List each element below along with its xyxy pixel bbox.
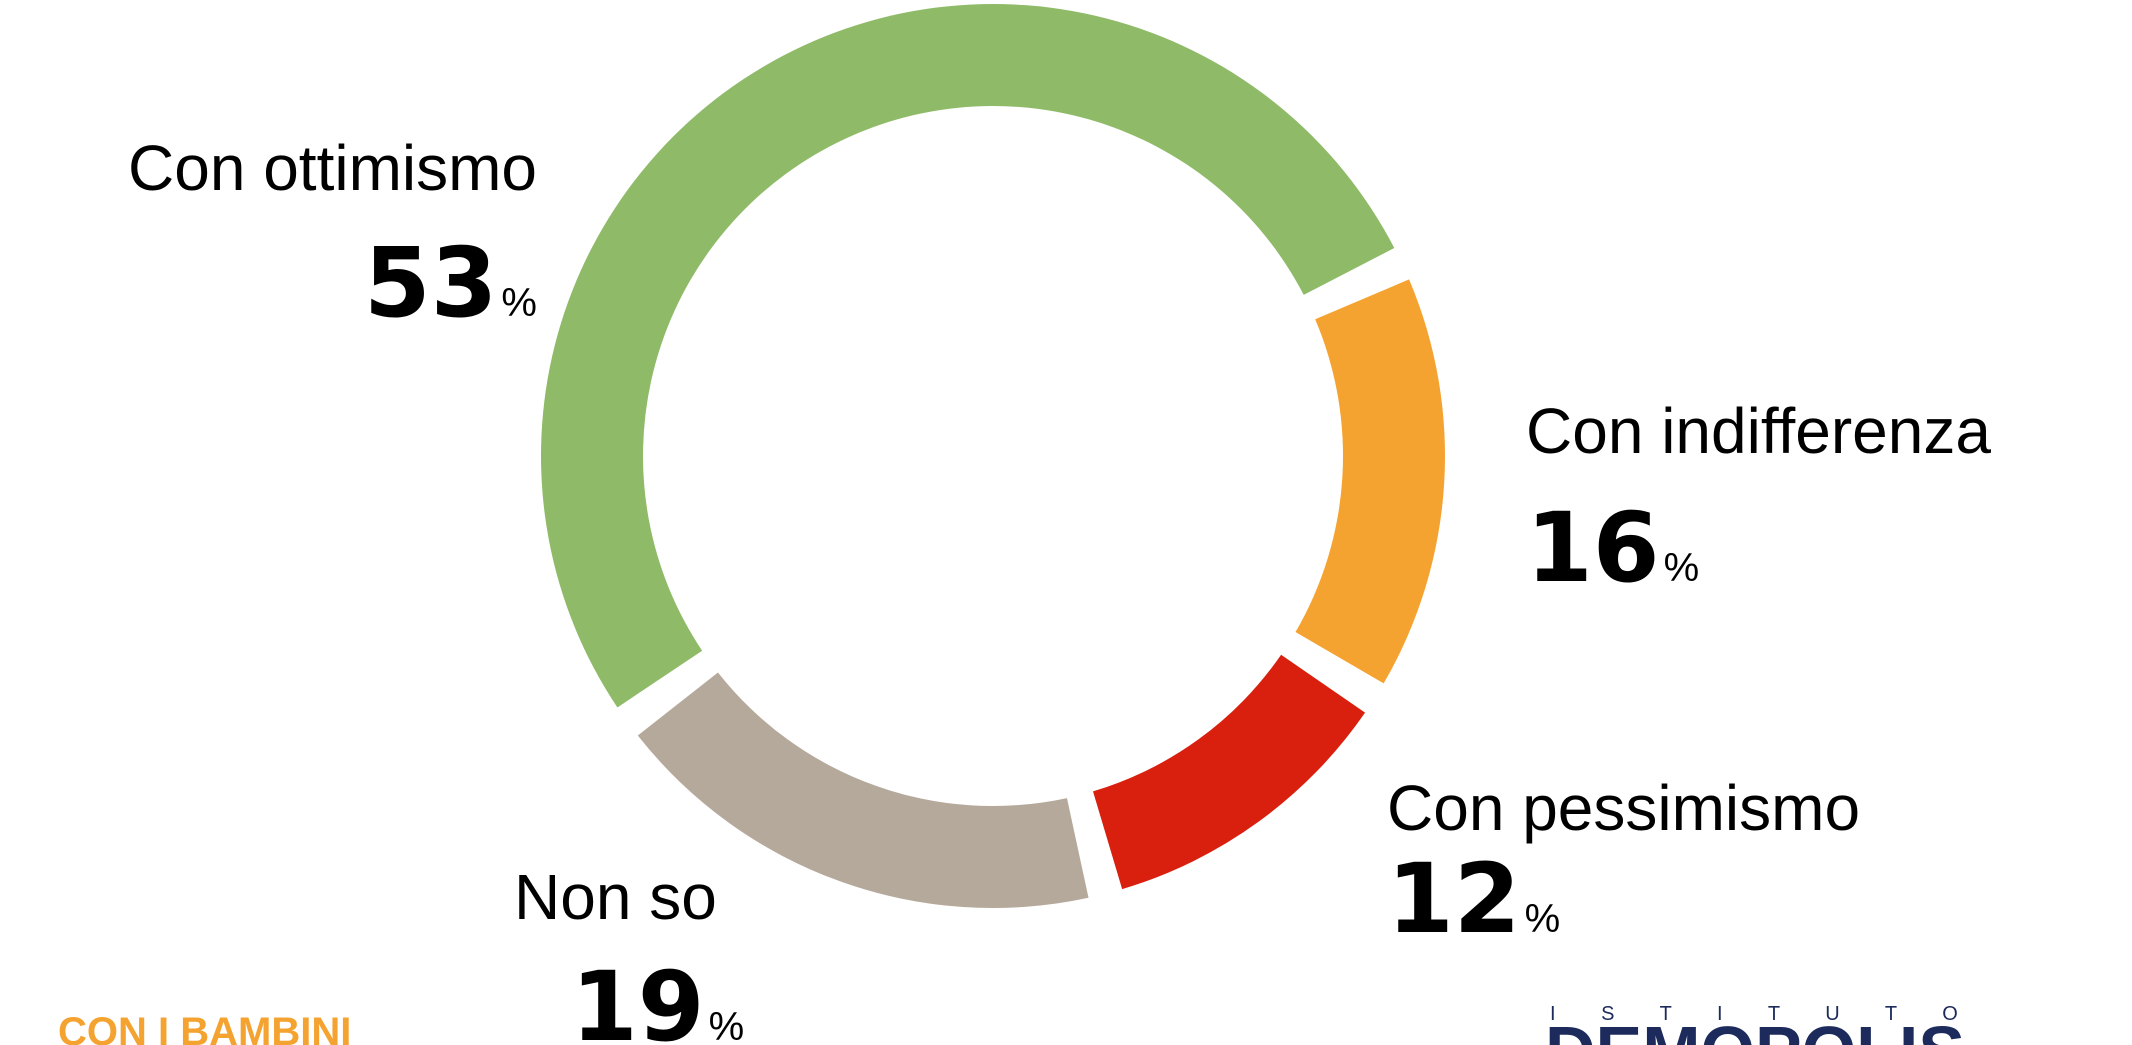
value: 53 — [364, 227, 498, 339]
donut-segment — [541, 4, 1395, 708]
value-label: 12% — [1387, 843, 1560, 955]
logo-right-top: I S T I T U T O — [1550, 1003, 1978, 1025]
unit: % — [1664, 546, 1700, 590]
value: 16 — [1526, 492, 1660, 604]
value-label: 19% — [571, 951, 744, 1045]
value-label: 53% — [364, 227, 537, 339]
category-label: Con pessimismo — [1387, 772, 1860, 844]
value-label: 16% — [1526, 492, 1699, 604]
unit: % — [501, 281, 537, 325]
category-label: Non so — [514, 861, 717, 933]
category-label: Con ottimismo — [128, 132, 537, 204]
donut-segment — [1092, 654, 1366, 890]
unit: % — [709, 1005, 745, 1045]
donut-segment — [1295, 279, 1445, 684]
donut-segment — [637, 672, 1089, 909]
value: 12 — [1387, 843, 1521, 955]
logo-right: DEMOPOLIS — [1545, 1012, 1965, 1045]
logo-left: CON I BAMBINI — [58, 1010, 351, 1045]
value: 19 — [571, 951, 705, 1045]
category-label: Con indifferenza — [1526, 395, 1991, 467]
unit: % — [1525, 897, 1561, 941]
